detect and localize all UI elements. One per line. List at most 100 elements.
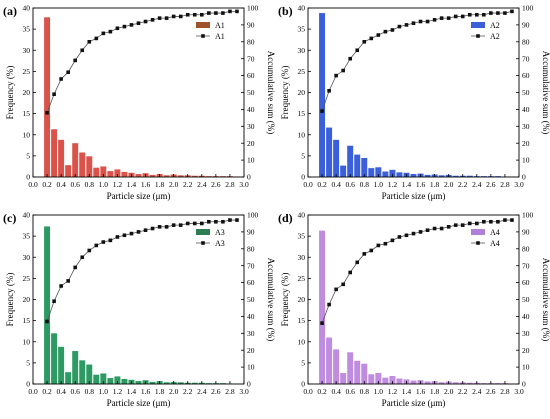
cumulative-point: [426, 20, 430, 24]
y-tick-label: 0: [301, 173, 305, 182]
bar: [368, 168, 374, 177]
x-tick-label: 2.4: [197, 180, 207, 189]
cumulative-point: [377, 33, 381, 37]
x-tick-label: 0.6: [71, 387, 81, 396]
y-right-tick-label: 30: [247, 122, 255, 131]
bar: [382, 378, 388, 384]
y-right-tick-label: 40: [247, 312, 255, 321]
cumulative-point: [123, 25, 127, 29]
bar: [65, 372, 71, 384]
x-tick-label: 0.4: [331, 180, 341, 189]
cumulative-point: [454, 223, 458, 227]
bar: [51, 129, 57, 177]
x-tick-label: 0.6: [71, 180, 81, 189]
x-tick-label: 1.8: [155, 387, 165, 396]
bar: [368, 374, 374, 384]
cumulative-point: [327, 89, 331, 93]
x-tick-label: 1.8: [430, 180, 440, 189]
bar: [107, 378, 113, 384]
legend-bar-swatch: [471, 22, 485, 28]
cumulative-point: [405, 233, 409, 237]
cumulative-point: [320, 109, 324, 113]
plot-frame: [308, 215, 519, 384]
x-tick-label: 2.8: [225, 387, 235, 396]
y-tick-label: 0: [301, 380, 305, 389]
cumulative-point: [109, 239, 113, 243]
cumulative-point: [116, 26, 120, 30]
cumulative-point: [137, 230, 141, 234]
bar: [326, 128, 332, 177]
bar: [347, 146, 353, 177]
y-tick-label: 20: [23, 88, 31, 97]
cumulative-point: [496, 11, 500, 15]
y-right-tick-label: 100: [522, 211, 534, 220]
y-tick-label: 15: [298, 316, 306, 325]
y-axis-title: Frequency (%): [280, 273, 290, 327]
y-tick-label: 20: [298, 295, 306, 304]
bar: [121, 379, 127, 384]
x-tick-label: 2.0: [169, 387, 179, 396]
cumulative-point: [503, 11, 507, 15]
y-right-tick-label: 90: [522, 228, 530, 237]
y-tick-label: 0: [26, 380, 30, 389]
cumulative-point: [362, 40, 366, 44]
bar: [93, 168, 99, 177]
y-tick-label: 20: [298, 88, 306, 97]
y-tick-label: 30: [23, 253, 31, 262]
cumulative-point: [116, 235, 120, 239]
x-tick-label: 1.6: [416, 387, 426, 396]
cumulative-point: [468, 13, 472, 17]
y-right-tick-label: 30: [247, 329, 255, 338]
y-tick-label: 15: [23, 109, 31, 118]
y-right-tick-label: 0: [522, 380, 526, 389]
cumulative-point: [468, 222, 472, 226]
cumulative-point: [130, 232, 134, 236]
cumulative-point: [235, 218, 239, 222]
cumulative-point: [228, 218, 232, 222]
cumulative-point: [489, 11, 493, 15]
y-right-tick-label: 50: [247, 295, 255, 304]
panel-tag: (b): [278, 4, 293, 18]
cumulative-point: [447, 16, 451, 20]
cumulative-point: [151, 18, 155, 22]
cumulative-point: [109, 30, 113, 34]
x-tick-label: 0.4: [56, 180, 66, 189]
x-tick-label: 1.0: [374, 387, 384, 396]
bar: [44, 226, 50, 384]
y-right-tick-label: 60: [247, 71, 255, 80]
legend-line-marker: [476, 34, 480, 38]
x-tick-label: 1.0: [374, 180, 384, 189]
y-tick-label: 30: [298, 46, 306, 55]
x-tick-label: 2.4: [472, 180, 482, 189]
cumulative-point: [327, 303, 331, 307]
y-right-tick-label: 40: [522, 312, 530, 321]
cumulative-point: [334, 74, 338, 78]
cumulative-point: [45, 111, 49, 115]
x-tick-label: 2.2: [183, 180, 193, 189]
y-right-tick-label: 10: [247, 156, 255, 165]
bar: [121, 172, 127, 177]
cumulative-point: [426, 228, 430, 232]
y-right-tick-label: 20: [247, 139, 255, 148]
cumulative-point: [172, 15, 176, 19]
y-tick-label: 25: [298, 67, 306, 76]
cumulative-point: [391, 239, 395, 243]
x-axis-title: Particle size (μm): [107, 191, 171, 201]
x-tick-label: 1.4: [127, 387, 137, 396]
y-right-axis-title: Accumulative sum (%): [541, 258, 550, 341]
y-right-tick-label: 30: [522, 329, 530, 338]
y-right-tick-label: 90: [247, 228, 255, 237]
y-tick-label: 10: [23, 130, 31, 139]
cumulative-point: [440, 227, 444, 231]
cumulative-point: [334, 288, 338, 292]
x-tick-label: 2.0: [444, 180, 454, 189]
cumulative-point: [87, 40, 91, 44]
cumulative-point: [405, 23, 409, 27]
cumulative-point: [320, 321, 324, 325]
y-right-axis-title: Accumulative sum (%): [541, 51, 550, 134]
x-tick-label: 0.8: [85, 387, 95, 396]
x-tick-label: 2.4: [197, 387, 207, 396]
bar: [319, 13, 325, 177]
x-tick-label: 1.4: [402, 180, 412, 189]
